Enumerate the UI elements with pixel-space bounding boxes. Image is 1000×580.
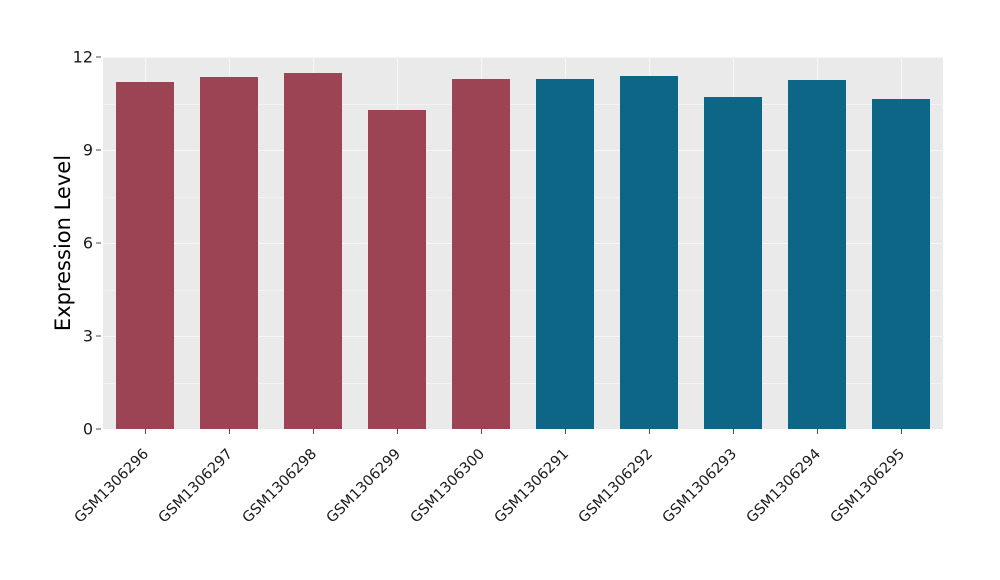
x-tick-mark bbox=[397, 429, 398, 434]
y-tick-mark bbox=[96, 242, 101, 244]
y-tick-label: 0 bbox=[82, 419, 93, 439]
gridline-minor bbox=[103, 289, 943, 291]
bar bbox=[451, 78, 511, 429]
bar bbox=[535, 78, 595, 429]
x-tick-mark bbox=[817, 429, 818, 434]
x-tick-label: GSM1306295 bbox=[822, 439, 913, 530]
bar bbox=[199, 77, 259, 429]
bar bbox=[367, 109, 427, 429]
y-tick-label: 6 bbox=[82, 233, 93, 253]
x-tick-label: GSM1306300 bbox=[402, 439, 493, 530]
bar bbox=[115, 81, 175, 429]
x-tick-label-text: GSM1306292 bbox=[575, 446, 657, 527]
gridline-minor bbox=[103, 382, 943, 384]
y-tick-mark bbox=[96, 149, 101, 151]
x-tick-mark bbox=[565, 429, 566, 434]
y-tick-label: 12 bbox=[72, 47, 93, 67]
x-tick-label-text: GSM1306295 bbox=[827, 446, 909, 527]
x-tick-label-text: GSM1306294 bbox=[743, 446, 825, 527]
x-tick-label-text: GSM1306300 bbox=[407, 446, 489, 527]
y-tick-mark bbox=[96, 428, 101, 430]
gridline-major bbox=[103, 57, 943, 58]
y-tick-label: 9 bbox=[82, 140, 93, 160]
x-tick-mark bbox=[229, 429, 230, 434]
x-tick-mark bbox=[649, 429, 650, 434]
plot-panel bbox=[103, 57, 943, 429]
x-tick-label-text: GSM1306299 bbox=[323, 446, 405, 527]
y-axis-ticks bbox=[60, 0, 93, 580]
bar bbox=[871, 98, 931, 429]
x-tick-label: GSM1306299 bbox=[318, 439, 409, 530]
x-tick-label: GSM1306298 bbox=[234, 439, 325, 530]
x-tick-mark bbox=[481, 429, 482, 434]
x-tick-label: GSM1306294 bbox=[738, 439, 829, 530]
bar bbox=[283, 72, 343, 429]
y-tick-label: 3 bbox=[82, 326, 93, 346]
x-tick-label-text: GSM1306297 bbox=[155, 446, 237, 527]
gridline-major bbox=[103, 243, 943, 244]
x-tick-label: GSM1306292 bbox=[570, 439, 661, 530]
y-tick-mark bbox=[96, 335, 101, 337]
x-tick-label: GSM1306293 bbox=[654, 439, 745, 530]
x-tick-label-text: GSM1306291 bbox=[491, 446, 573, 527]
x-tick-label: GSM1306297 bbox=[150, 439, 241, 530]
x-tick-mark bbox=[733, 429, 734, 434]
y-tick-mark bbox=[96, 56, 101, 58]
bar bbox=[787, 80, 847, 429]
x-tick-mark bbox=[313, 429, 314, 434]
gridline-major bbox=[103, 150, 943, 151]
gridline-major bbox=[103, 336, 943, 337]
gridline-minor bbox=[103, 103, 943, 105]
gridline-minor bbox=[103, 196, 943, 198]
x-tick-label-text: GSM1306293 bbox=[659, 446, 741, 527]
x-tick-label: GSM1306291 bbox=[486, 439, 577, 530]
bar bbox=[619, 75, 679, 429]
x-tick-label-text: GSM1306298 bbox=[239, 446, 321, 527]
bar bbox=[703, 97, 763, 429]
x-tick-mark bbox=[145, 429, 146, 434]
x-tick-mark bbox=[901, 429, 902, 434]
